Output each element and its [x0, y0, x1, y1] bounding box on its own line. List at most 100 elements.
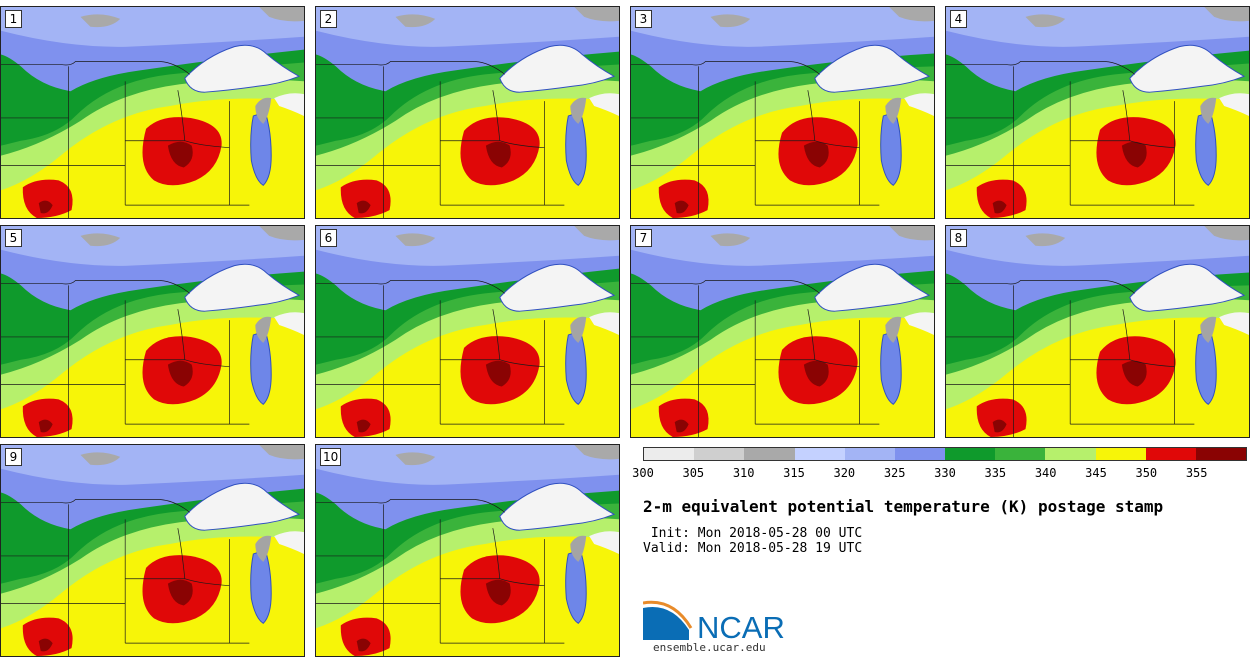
lake-michigan-north	[885, 316, 902, 343]
ensemble-member-panel: 6	[315, 225, 620, 438]
theta-e-355-region	[674, 419, 689, 433]
theta-e-310-region	[80, 233, 121, 247]
colorbar-tick-label: 335	[984, 466, 1007, 480]
member-number-label: 3	[635, 10, 652, 28]
lake-michigan	[565, 330, 587, 405]
theta-e-320-region	[316, 7, 619, 47]
lake-michigan	[250, 111, 272, 186]
theta-e-320-region	[316, 226, 619, 266]
lake-superior	[1129, 263, 1246, 312]
state-border	[1070, 140, 1175, 149]
theta-e-310-region	[1204, 7, 1249, 22]
lake-michigan	[880, 111, 902, 186]
theta-e-355-region	[992, 200, 1007, 214]
ensemble-member-panel: 4	[945, 6, 1250, 219]
lake-michigan-north	[255, 535, 272, 562]
member-number-label: 6	[320, 229, 337, 247]
member-number-label: 9	[5, 448, 22, 466]
theta-e-350-region	[976, 179, 1027, 218]
lake-superior	[814, 44, 931, 93]
colorbar-swatch	[1095, 448, 1146, 460]
lake-michigan	[250, 549, 272, 624]
country-border	[316, 280, 505, 294]
theta-e-355-region	[167, 579, 193, 606]
colorbar-swatch	[644, 448, 695, 460]
theta-e-310-region	[259, 445, 304, 460]
lake-huron	[904, 93, 934, 116]
colorbar-swatch	[794, 448, 845, 460]
theta-e-350-region	[340, 617, 391, 656]
colorbar-swatch	[744, 448, 795, 460]
theta-e-310-region	[1025, 14, 1066, 28]
state-border	[492, 309, 501, 360]
country-border	[631, 61, 820, 75]
init-time: Init: Mon 2018-05-28 00 UTC	[643, 526, 863, 541]
lake-huron	[589, 531, 619, 554]
figure-title: 2-m equivalent potential temperature (K)…	[643, 497, 1164, 516]
colorbar-tick-label: 300	[632, 466, 654, 480]
state-border	[177, 528, 186, 579]
country-border	[1, 499, 190, 513]
colorbar-tick-label: 350	[1135, 466, 1158, 480]
lake-michigan-north	[570, 316, 587, 343]
theta-e-350-region	[658, 398, 709, 437]
lake-huron	[589, 93, 619, 116]
member-map	[946, 7, 1249, 218]
lake-huron	[1219, 93, 1249, 116]
theta-e-310-region	[395, 233, 436, 247]
theta-e-355-region	[485, 579, 511, 606]
member-map	[1, 445, 304, 656]
theta-e-310-region	[710, 14, 751, 28]
colorbar	[643, 447, 1247, 461]
lake-michigan	[565, 111, 587, 186]
member-map	[631, 226, 934, 437]
country-border	[631, 280, 820, 294]
theta-e-350-region	[340, 398, 391, 437]
member-number-label: 4	[950, 10, 967, 28]
member-number-label: 2	[320, 10, 337, 28]
state-border	[755, 140, 860, 149]
member-number-label: 1	[5, 10, 22, 28]
colorbar-tick-label: 305	[682, 466, 705, 480]
lake-superior	[1129, 44, 1246, 93]
theta-e-320-region	[946, 7, 1249, 47]
country-border	[316, 61, 505, 75]
lake-michigan	[880, 330, 902, 405]
theta-e-355-region	[167, 141, 193, 168]
colorbar-swatch	[694, 448, 745, 460]
lake-huron	[904, 312, 934, 335]
colorbar-tick-label: 315	[783, 466, 805, 480]
theta-e-350-region	[22, 398, 73, 437]
theta-e-310-region	[710, 233, 751, 247]
colorbar-swatch	[1195, 448, 1247, 460]
lake-huron	[274, 531, 304, 554]
theta-e-350-region	[658, 179, 709, 218]
state-border	[492, 90, 501, 141]
theta-e-310-region	[574, 445, 619, 460]
country-border	[946, 61, 1135, 75]
colorbar-tick-label: 320	[833, 466, 856, 480]
country-border	[1, 280, 190, 294]
theta-e-310-region	[395, 452, 436, 466]
theta-e-320-region	[1, 445, 304, 485]
colorbar-swatch	[995, 448, 1046, 460]
lake-michigan-north	[885, 97, 902, 124]
ensemble-member-panel: 8	[945, 225, 1250, 438]
theta-e-355-region	[992, 419, 1007, 433]
ensemble-member-panel: 2	[315, 6, 620, 219]
member-map	[316, 226, 619, 437]
member-map	[946, 226, 1249, 437]
state-border	[177, 309, 186, 360]
theta-e-355-region	[38, 419, 53, 433]
state-border	[755, 359, 860, 368]
theta-e-350-region	[22, 617, 73, 656]
lake-huron	[274, 93, 304, 116]
colorbar-swatch	[844, 448, 895, 460]
ncar-logo: NCAR	[643, 600, 785, 642]
lake-michigan	[250, 330, 272, 405]
logo-url: ensemble.ucar.edu	[653, 641, 766, 654]
theta-e-310-region	[574, 226, 619, 241]
lake-superior	[184, 482, 301, 531]
theta-e-350-region	[22, 179, 73, 218]
theta-e-350-region	[340, 179, 391, 218]
